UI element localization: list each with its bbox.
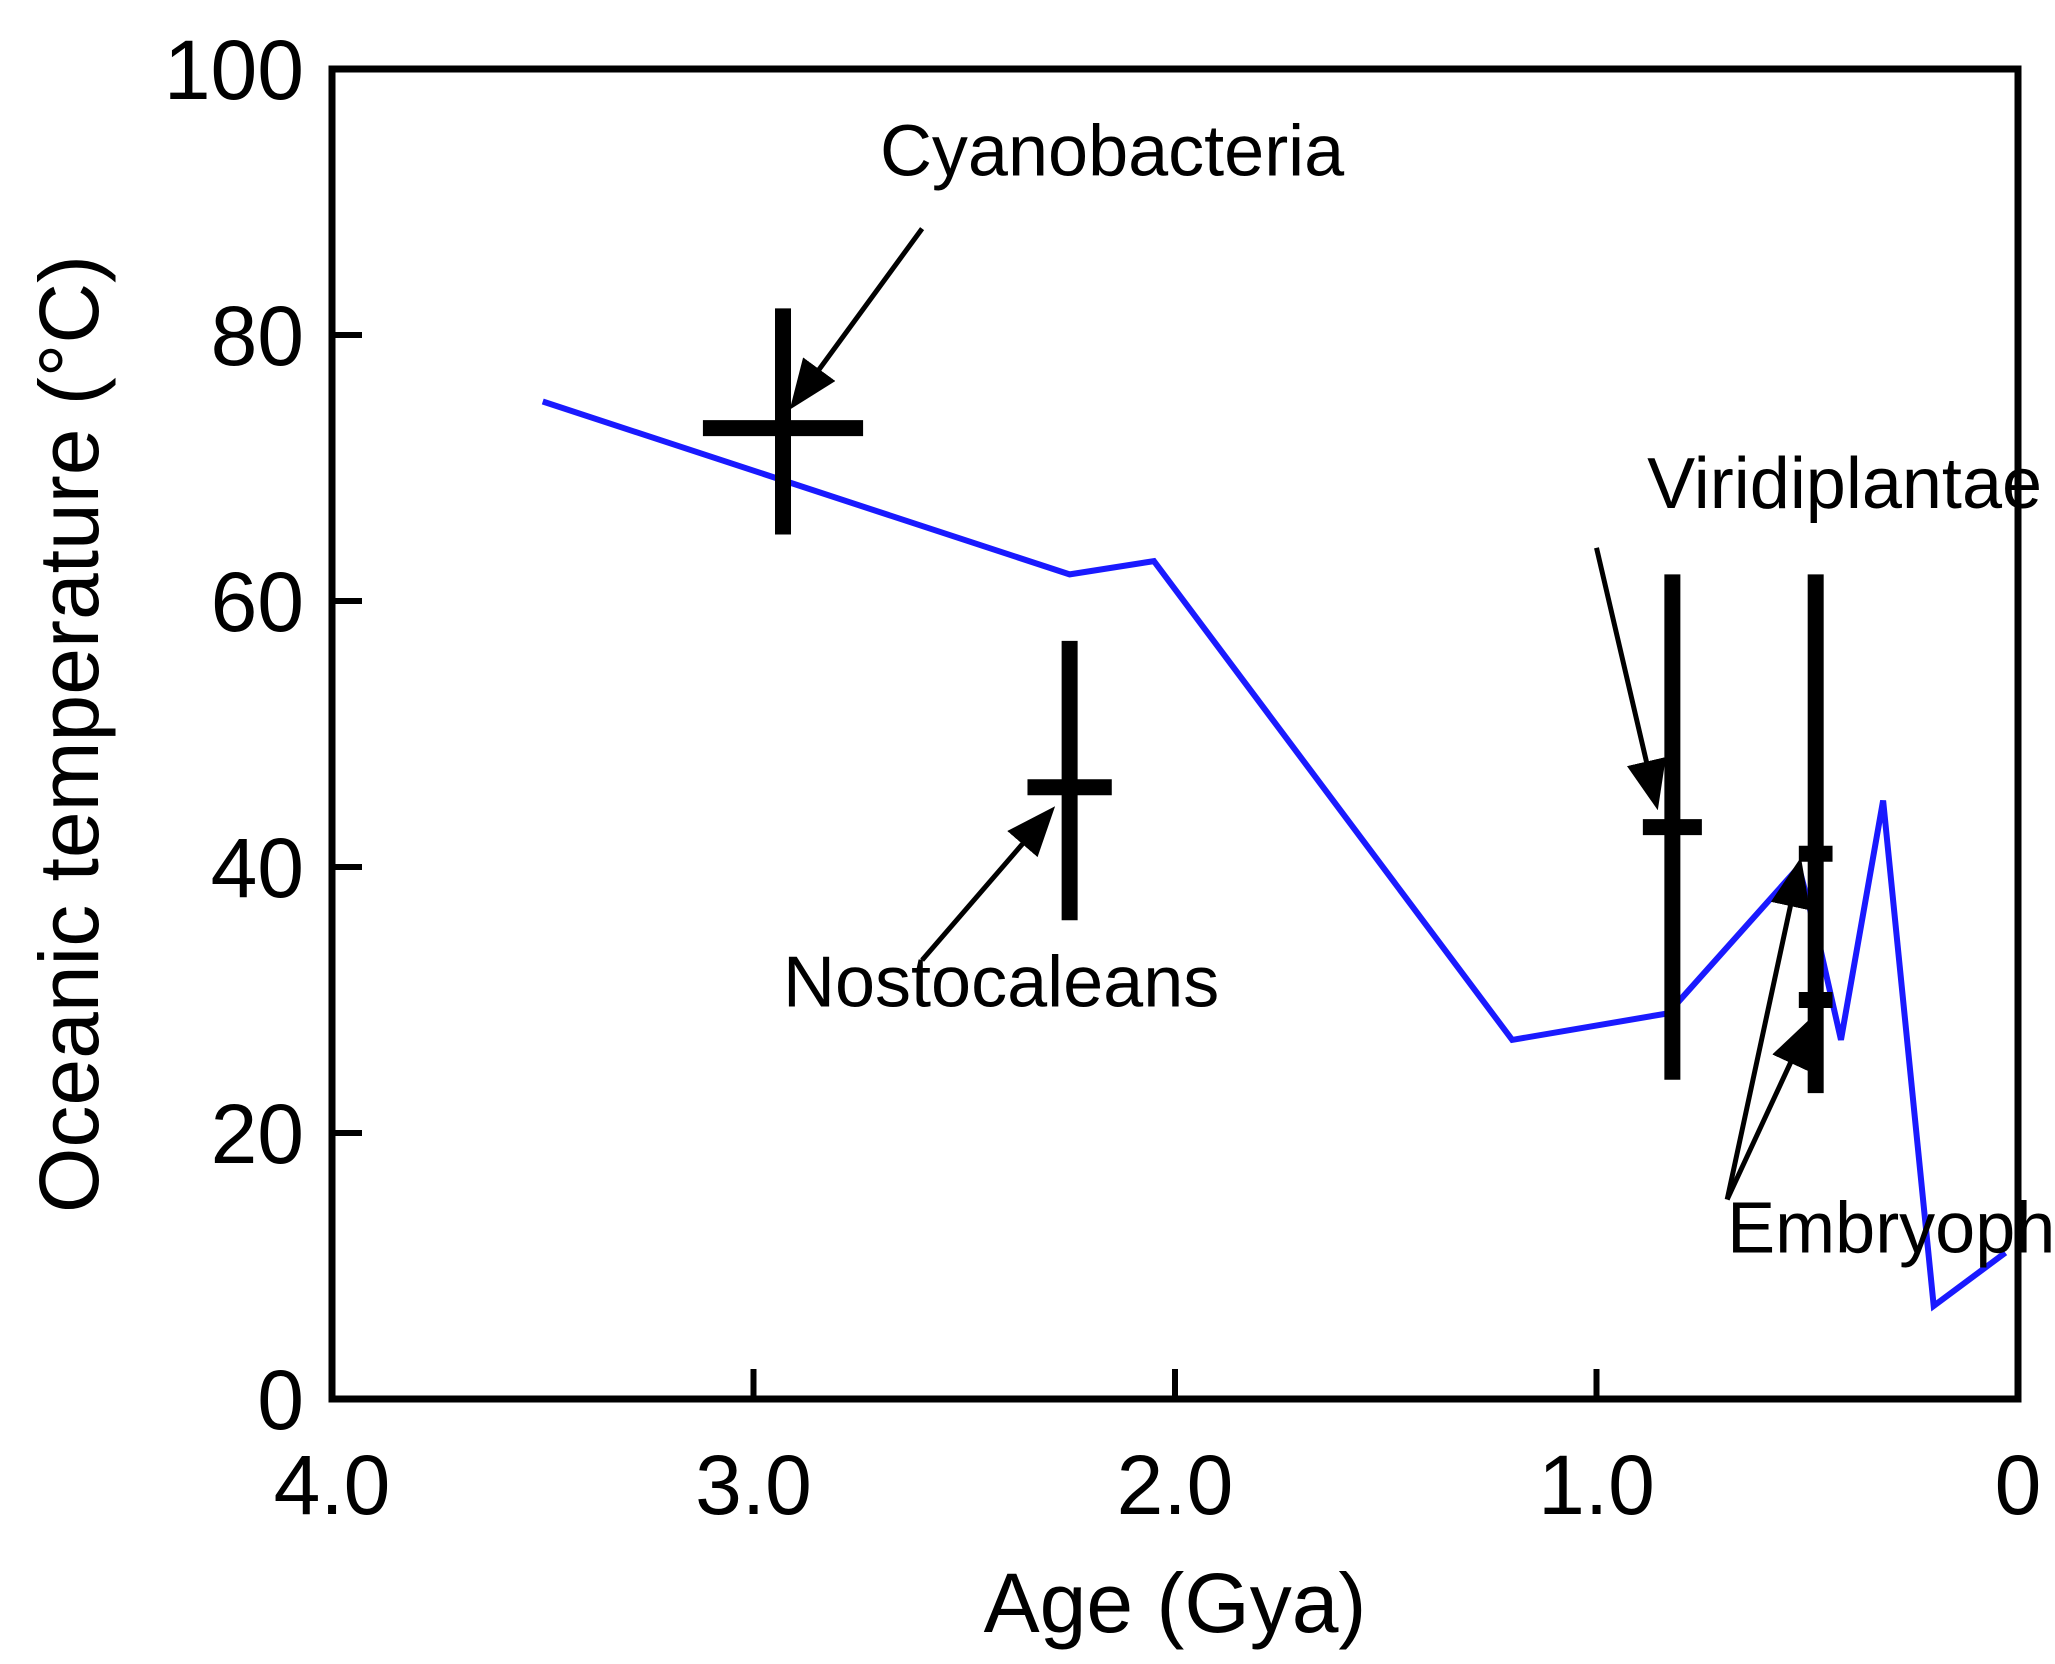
x-axis-title: Age (Gya) (984, 1556, 1367, 1650)
x-tick-label: 2.0 (1117, 1438, 1234, 1532)
x-tick-label: 0 (1995, 1438, 2042, 1532)
y-axis-title: Oceanic temperature (°C) (22, 255, 116, 1213)
annotation-arrow (789, 227, 925, 410)
annotation-arrow (1724, 857, 1810, 1201)
y-tick-label: 20 (211, 1087, 304, 1181)
annotation-label: Embryophyta (1727, 1189, 2055, 1269)
x-tick-label: 3.0 (695, 1438, 812, 1532)
annotation-label: Viridiplantae (1647, 444, 2042, 524)
annotation-arrow (1594, 547, 1666, 811)
x-tick-label: 4.0 (274, 1438, 391, 1532)
annotation-arrow (1724, 1017, 1812, 1201)
annotation-label: Cyanobacteria (880, 111, 1345, 191)
y-tick-label: 40 (211, 821, 304, 915)
x-tick-label: 1.0 (1538, 1438, 1655, 1532)
y-tick-label: 100 (164, 23, 304, 117)
annotation-arrow (920, 806, 1056, 962)
y-tick-label: 80 (211, 289, 304, 383)
temperature-series-line (541, 398, 2008, 1312)
y-tick-label: 0 (257, 1353, 304, 1447)
annotation-label: Nostocaleans (783, 943, 1219, 1023)
y-tick-label: 60 (211, 555, 304, 649)
